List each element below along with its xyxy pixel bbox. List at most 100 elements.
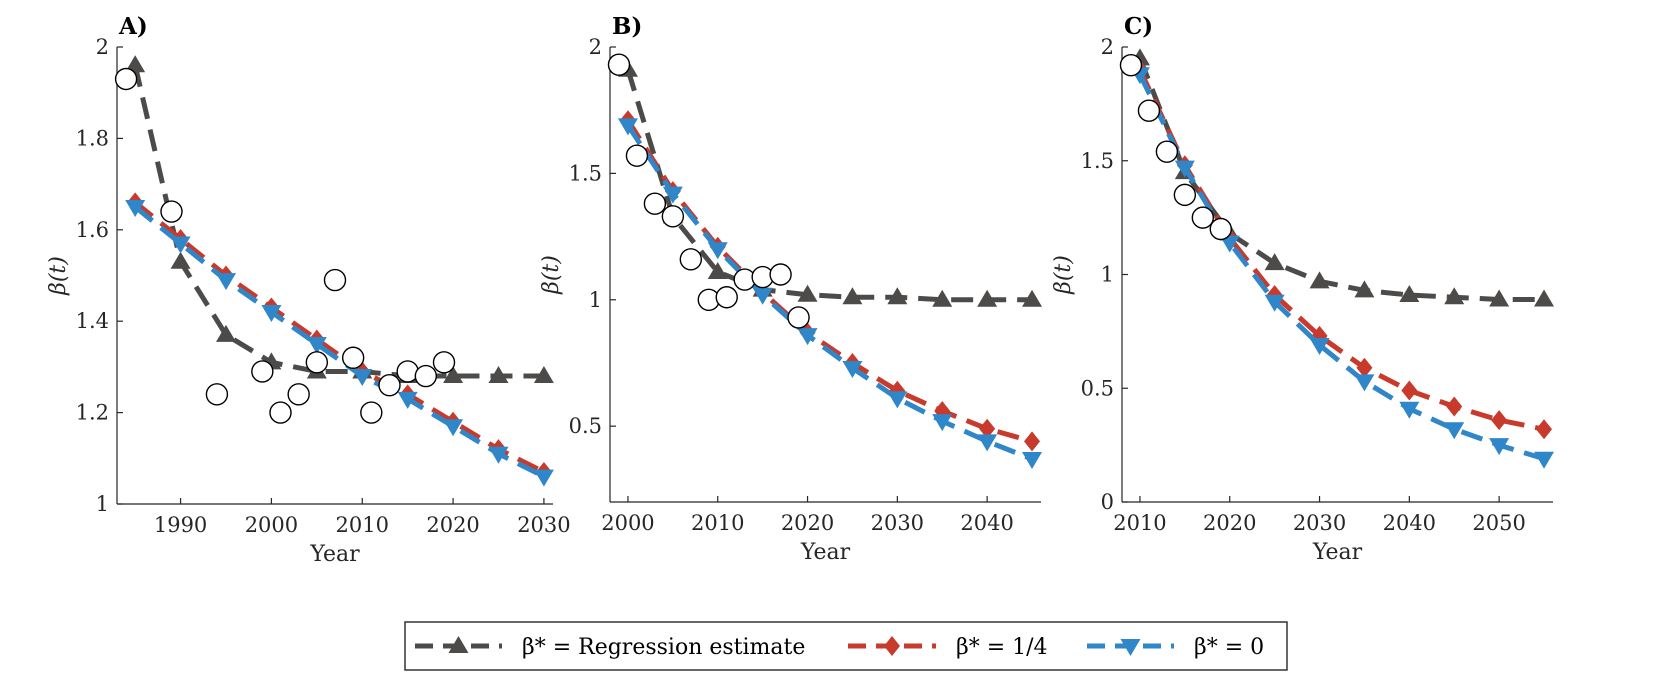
series-point-quarter <box>1491 410 1508 431</box>
series-point-regression <box>443 366 464 384</box>
series-point-zero <box>488 446 509 464</box>
series-point-zero <box>707 242 728 260</box>
series-line-zero <box>1137 73 1545 462</box>
series-point-zero <box>977 434 998 452</box>
y-tick-label: 2 <box>589 35 602 59</box>
y-tick-label: 1 <box>589 288 602 312</box>
observed-point <box>625 144 649 167</box>
series-point-zero <box>306 337 327 355</box>
legend-marker-regression <box>448 636 469 653</box>
observed-point <box>378 373 401 397</box>
y-axis-title: β(t) <box>539 255 564 295</box>
observed-point <box>661 205 685 228</box>
x-tick-label: 2030 <box>871 511 924 535</box>
y-tick-label: 0 <box>1101 490 1114 514</box>
observed-point <box>205 383 229 406</box>
x-tick-label: 2010 <box>1113 511 1166 535</box>
series-point-quarter <box>1536 419 1553 440</box>
series-point-zero <box>797 328 818 346</box>
y-tick-label: 1.6 <box>76 218 109 242</box>
panel-label: B) <box>612 13 642 40</box>
observed-point <box>360 401 383 424</box>
series-point-regression <box>1399 284 1420 302</box>
observed-point <box>287 383 310 406</box>
panel-c: 0 0.5 1 1.5 2 2010 2020 2030 2040 2050 Year β(t) C) <box>1051 13 1555 565</box>
series-point-zero <box>1219 235 1240 253</box>
legend-label-regression: β* = Regression estimate <box>522 635 805 660</box>
series-point-zero <box>1444 422 1465 440</box>
x-tick-label: 2050 <box>1472 511 1525 535</box>
panel-label: C) <box>1124 13 1153 40</box>
y-tick-label: 0.5 <box>1081 376 1114 400</box>
series-point-zero <box>216 273 236 291</box>
series-point-zero <box>752 287 773 305</box>
x-tick-label: 2020 <box>1203 511 1256 535</box>
x-tick-label: 2000 <box>601 511 654 535</box>
observed-point <box>1173 183 1197 207</box>
legend-label-quarter: β* = 1/4 <box>956 635 1048 660</box>
y-tick-label: 1.5 <box>1081 149 1114 173</box>
observed-point <box>305 351 329 374</box>
x-tick-label: 2020 <box>781 511 834 535</box>
series-point-regression <box>170 251 191 269</box>
panel-label: A) <box>118 13 148 40</box>
y-tick-label: 1.8 <box>76 126 109 150</box>
series-point-zero <box>1489 438 1510 456</box>
series-point-regression <box>533 366 554 384</box>
series-point-regression <box>797 284 818 302</box>
series-point-zero <box>443 419 464 437</box>
series-line-zero <box>625 123 1033 462</box>
series-point-zero <box>842 361 863 379</box>
observed-point <box>432 351 456 374</box>
y-tick-label: 1 <box>96 492 109 516</box>
series-point-regression <box>1309 271 1330 289</box>
observed-point <box>679 248 703 271</box>
series-point-regression <box>887 287 908 305</box>
series-point-regression <box>977 289 998 307</box>
observed-point <box>1137 99 1161 122</box>
observed-point <box>251 360 274 383</box>
y-tick-label: 2 <box>1101 35 1114 59</box>
series-point-regression <box>216 324 236 342</box>
y-tick-label: 1 <box>1101 263 1114 287</box>
observed-point <box>1191 206 1215 229</box>
series-point-zero <box>1309 338 1330 356</box>
observed-point <box>787 306 810 329</box>
legend-marker-quarter <box>884 636 900 656</box>
x-tick-label: 2010 <box>336 513 389 537</box>
series-point-regression <box>707 261 728 279</box>
legend-box <box>404 621 1288 671</box>
observed-point <box>607 53 631 76</box>
series-point-regression <box>1022 289 1043 307</box>
x-tick-label: 2030 <box>1293 511 1346 535</box>
series-point-regression <box>932 289 953 307</box>
series-point-zero <box>932 414 953 432</box>
series-point-zero <box>1354 374 1375 392</box>
observed-point <box>414 364 438 388</box>
series-point-zero <box>887 391 908 409</box>
x-tick-label: 2020 <box>426 513 479 537</box>
y-tick-label: 1.4 <box>76 309 109 333</box>
x-axis-title: Year <box>309 542 360 567</box>
series-point-regression <box>842 287 863 305</box>
series-point-quarter <box>1401 380 1418 401</box>
series-point-zero <box>397 391 418 409</box>
series-point-zero <box>1264 294 1285 312</box>
x-tick-label: 2040 <box>1383 511 1436 535</box>
observed-point <box>341 346 365 369</box>
observed-point <box>1155 140 1179 163</box>
series-point-regression <box>488 366 509 384</box>
series-point-zero <box>617 118 638 136</box>
observed-point <box>1209 217 1232 241</box>
series-point-zero <box>261 305 282 323</box>
observed-point <box>715 286 738 309</box>
series-line-zero <box>133 205 546 479</box>
series-point-quarter <box>979 418 996 439</box>
observed-point <box>114 67 138 91</box>
legend-marker-zero <box>1120 639 1141 656</box>
y-tick-label: 2 <box>96 35 109 59</box>
x-axis-title: Year <box>800 540 851 565</box>
series-point-regression <box>1489 289 1510 307</box>
x-tick-label: 2010 <box>691 511 744 535</box>
